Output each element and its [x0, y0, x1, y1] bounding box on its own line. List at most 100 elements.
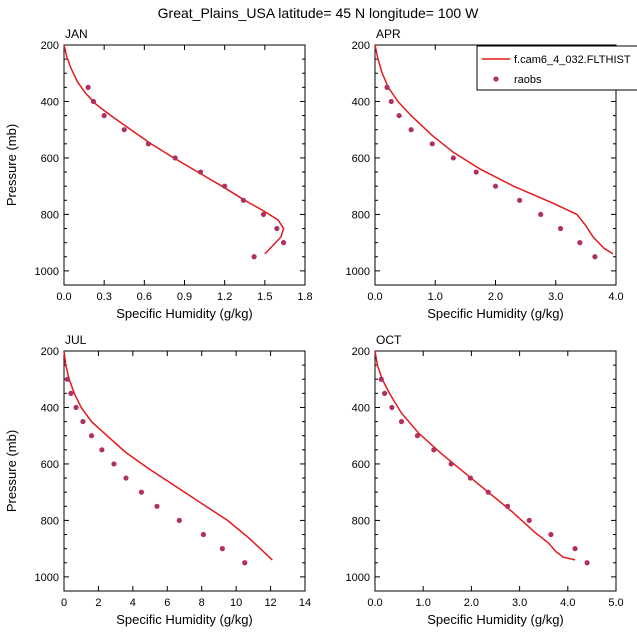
- obs-point: [485, 489, 491, 495]
- obs-point: [68, 390, 74, 396]
- obs-point: [242, 560, 248, 566]
- legend-model-label: f.cam6_4_032.FLTHIST: [514, 54, 631, 66]
- obs-point: [111, 461, 117, 467]
- obs-point: [396, 112, 402, 119]
- y-tick-label: 800: [41, 515, 59, 527]
- x-tick-label: 5.0: [608, 597, 623, 609]
- x-tick-label: 3.0: [512, 597, 527, 609]
- y-tick-label: 1000: [35, 572, 59, 584]
- obs-point: [408, 127, 414, 133]
- obs-point: [431, 447, 437, 453]
- y-tick-label: 200: [41, 346, 59, 358]
- x-tick-label: 1.0: [416, 597, 431, 609]
- obs-point: [219, 546, 225, 552]
- obs-point: [80, 418, 86, 425]
- y-tick-label: 1000: [346, 266, 370, 278]
- obs-point: [517, 197, 523, 203]
- y-tick-label: 1000: [35, 266, 59, 278]
- obs-point: [64, 376, 71, 382]
- obs-point: [172, 155, 178, 161]
- x-tick-label: 4.0: [560, 597, 575, 609]
- y-tick-label: 1000: [346, 572, 370, 584]
- x-tick-label: 0.0: [367, 291, 382, 303]
- obs-point: [138, 489, 145, 495]
- obs-point: [429, 141, 435, 147]
- x-axis-label: Specific Humidity (g/kg): [116, 612, 253, 627]
- model-series-line: [63, 44, 285, 255]
- obs-point: [382, 390, 388, 396]
- x-axis-label: Specific Humidity (g/kg): [427, 612, 564, 627]
- obs-point: [450, 155, 456, 161]
- x-tick-label: 1.5: [257, 291, 272, 303]
- x-tick-label: 0.6: [137, 291, 152, 303]
- obs-point: [557, 225, 564, 232]
- x-tick-label: 2.0: [488, 291, 503, 303]
- y-tick-label: 400: [352, 402, 370, 414]
- x-axis-label: Specific Humidity (g/kg): [116, 306, 253, 321]
- obs-point: [274, 225, 280, 232]
- x-tick-label: 2: [95, 597, 101, 609]
- obs-point: [88, 433, 95, 439]
- y-tick-label: 600: [41, 459, 59, 471]
- obs-point: [526, 517, 532, 524]
- legend-box: [476, 45, 637, 91]
- legend-obs-label: raobs: [514, 74, 542, 86]
- obs-point: [414, 433, 421, 439]
- obs-point: [577, 240, 583, 246]
- obs-point: [123, 475, 129, 481]
- obs-point: [99, 447, 105, 453]
- legend-obs-marker: [493, 76, 499, 82]
- panel-jan: 0.0 0.3 0.6 0.9 1.2 1.5 1.8 200 400 600 800 1000 JAN…: [4, 27, 313, 321]
- panel-title: JUL: [65, 333, 87, 347]
- panel-title: OCT: [376, 333, 402, 347]
- x-tick-label: 10: [230, 597, 242, 609]
- y-tick-label: 400: [41, 402, 59, 414]
- obs-point: [197, 169, 204, 175]
- obs-point: [538, 211, 544, 218]
- obs-point: [121, 127, 127, 133]
- y-axis-label: Pressure (mb): [4, 430, 19, 512]
- y-tick-label: 600: [352, 459, 370, 471]
- x-tick-label: 0.0: [56, 291, 71, 303]
- figure-title: Great_Plains_USA latitude= 45 N longitud…: [158, 5, 479, 21]
- plot-frame: [63, 350, 306, 592]
- obs-point: [154, 503, 160, 509]
- y-tick-label: 800: [41, 209, 59, 221]
- model-series-line: [63, 350, 273, 561]
- x-tick-label: 4.0: [608, 291, 623, 303]
- y-tick-label: 800: [352, 209, 370, 221]
- x-tick-label: 0.0: [367, 597, 382, 609]
- obs-point: [240, 197, 247, 203]
- y-tick-label: 800: [352, 515, 370, 527]
- x-tick-label: 8: [199, 597, 205, 609]
- obs-point: [398, 418, 405, 425]
- model-series-line: [374, 44, 614, 255]
- x-tick-label: 6: [164, 597, 170, 609]
- obs-point: [85, 84, 91, 90]
- obs-point: [145, 141, 151, 147]
- y-tick-label: 400: [41, 96, 59, 108]
- obs-point: [176, 517, 182, 524]
- x-tick-label: 3.0: [548, 291, 563, 303]
- panel-oct: 0.0 1.0 2.0 3.0 4.0 5.0 200 400 600 800 1000 OCT Spe…: [346, 333, 624, 627]
- obs-point: [548, 531, 554, 538]
- obs-point: [448, 461, 454, 467]
- x-axis-label: Specific Humidity (g/kg): [427, 306, 564, 321]
- obs-point: [389, 404, 395, 411]
- x-tick-label: 14: [299, 597, 311, 609]
- y-tick-label: 600: [41, 153, 59, 165]
- x-tick-label: 12: [264, 597, 276, 609]
- y-tick-label: 400: [352, 96, 370, 108]
- obs-point: [384, 84, 390, 90]
- y-tick-label: 200: [41, 40, 59, 52]
- obs-point: [584, 560, 590, 566]
- plot-frame: [374, 350, 617, 592]
- obs-point: [260, 211, 267, 218]
- obs-point: [280, 240, 287, 246]
- obs-point: [467, 475, 474, 481]
- x-tick-label: 4: [130, 597, 136, 609]
- x-tick-label: 0.3: [97, 291, 112, 303]
- obs-point: [572, 546, 578, 552]
- x-tick-label: 1.8: [297, 291, 312, 303]
